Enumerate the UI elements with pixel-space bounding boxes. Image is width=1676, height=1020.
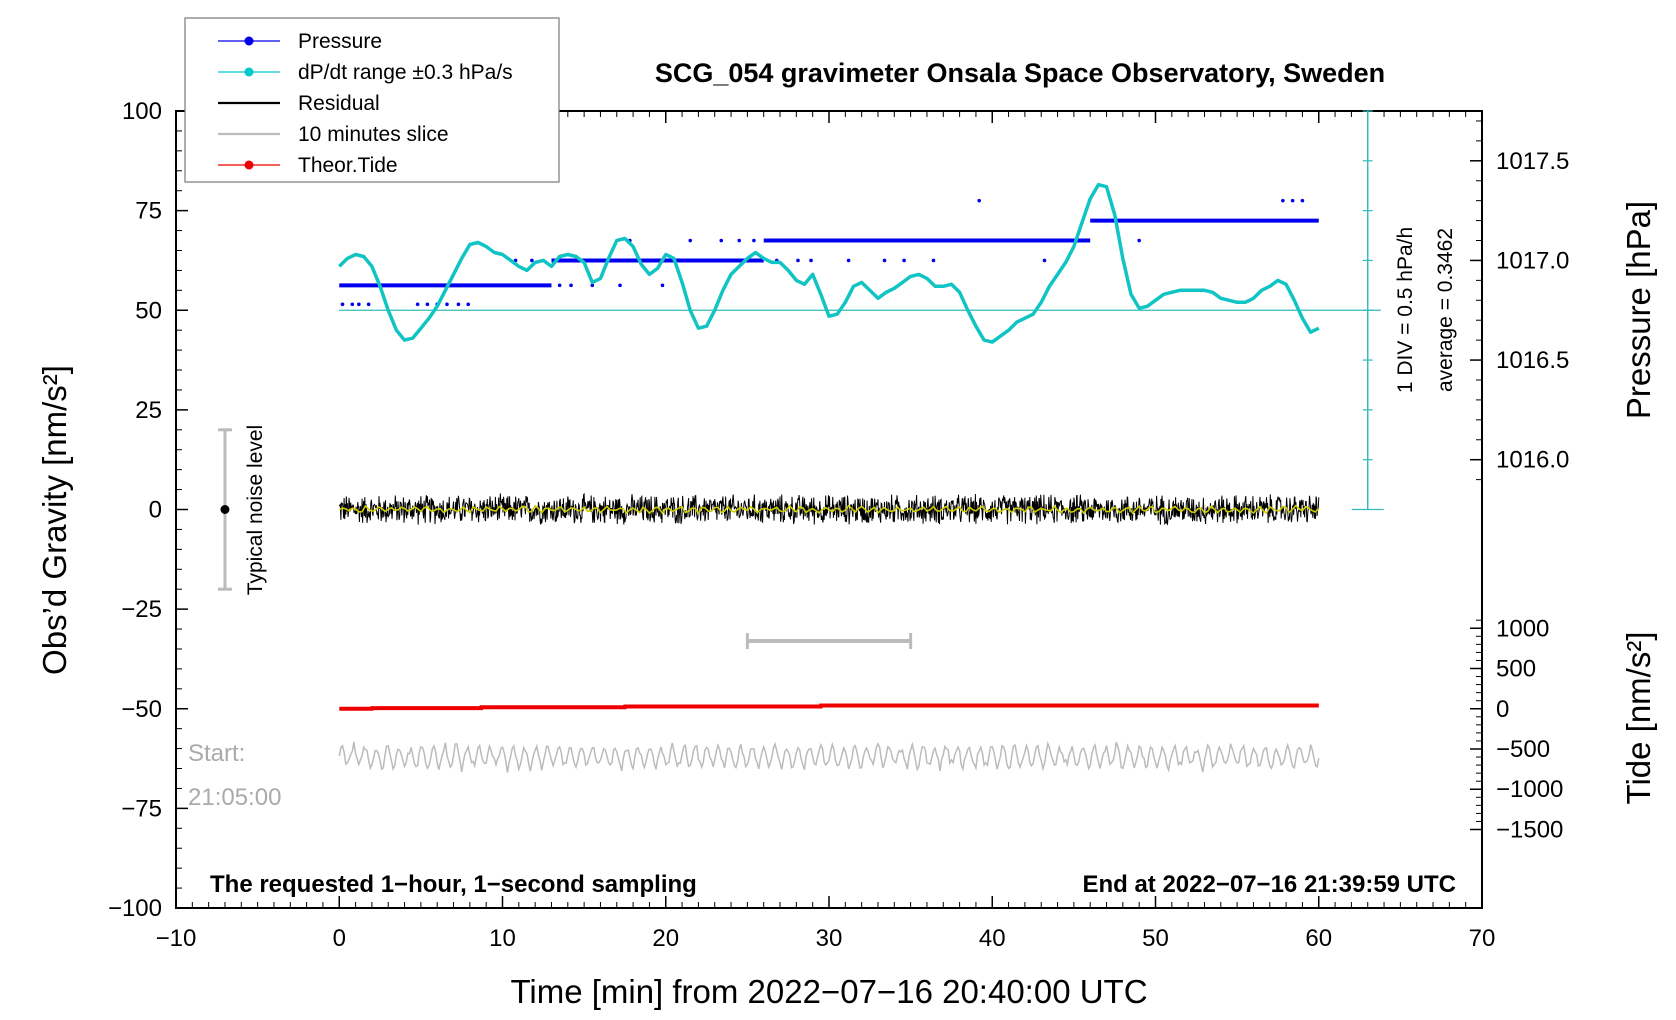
tide-tick-label: −1000 bbox=[1496, 776, 1563, 803]
x-tick-label: 30 bbox=[816, 925, 843, 952]
pressure-point bbox=[1290, 198, 1295, 203]
tide-tick-label: −500 bbox=[1496, 736, 1550, 763]
y-tick-label: 100 bbox=[122, 98, 162, 125]
start-time-label: 21:05:00 bbox=[188, 784, 281, 811]
y-tick-label: −100 bbox=[108, 895, 162, 922]
legend-label: dP/dt range ±0.3 hPa/s bbox=[298, 61, 513, 84]
noise-level-label: Typical noise level bbox=[244, 425, 267, 595]
pressure-point bbox=[977, 198, 981, 203]
x-tick-label: 0 bbox=[333, 925, 346, 952]
pressure-point bbox=[660, 283, 665, 288]
pressure-point bbox=[618, 283, 622, 288]
tide-line bbox=[339, 703, 1319, 711]
pressure-point bbox=[350, 302, 355, 307]
pressure-point bbox=[466, 302, 471, 307]
pressure-point bbox=[445, 302, 449, 307]
y-axis-title-left: Obs’d Gravity [nm/s²] bbox=[36, 365, 73, 675]
y-tick-label: −25 bbox=[121, 596, 162, 623]
annotation-layer bbox=[217, 110, 1384, 650]
y-tick-label: 50 bbox=[135, 297, 162, 324]
footer-right-note: End at 2022−07−16 21:39:59 UTC bbox=[1082, 871, 1456, 898]
y-tick-label: 0 bbox=[149, 497, 162, 524]
noise-bar-center-dot bbox=[220, 505, 230, 514]
pressure-point bbox=[1137, 238, 1141, 243]
dpdt-line bbox=[338, 182, 1320, 344]
x-tick-label: −10 bbox=[156, 925, 197, 952]
series-layer bbox=[338, 182, 1381, 773]
legend-label: Theor.Tide bbox=[298, 154, 398, 177]
legend-swatch-dot bbox=[244, 36, 254, 46]
pressure-point bbox=[1042, 258, 1047, 263]
pressure-point bbox=[590, 283, 595, 288]
pressure-point bbox=[882, 258, 887, 263]
pressure-tick-label: 1017.0 bbox=[1496, 247, 1569, 274]
scale-div-label: 1 DIV = 0.5 hPa/h bbox=[1394, 227, 1417, 393]
y-tick-label: −75 bbox=[121, 795, 162, 822]
legend-swatch-dot bbox=[244, 67, 254, 77]
legend-box bbox=[184, 17, 560, 183]
pressure-point bbox=[931, 258, 936, 263]
x-tick-label: 70 bbox=[1469, 925, 1496, 952]
x-tick-label: 10 bbox=[489, 925, 516, 952]
pressure-point bbox=[737, 238, 742, 243]
start-label: Start: bbox=[188, 740, 245, 767]
pressure-point bbox=[569, 283, 573, 288]
pressure-point bbox=[1063, 238, 1068, 243]
x-tick-label: 50 bbox=[1142, 925, 1169, 952]
pressure-point bbox=[366, 302, 371, 307]
x-tick-label: 60 bbox=[1305, 925, 1332, 952]
y-axis-title-tide: Tide [nm/s²] bbox=[1620, 632, 1657, 805]
pressure-point bbox=[902, 258, 906, 263]
pressure-point bbox=[688, 238, 693, 243]
pressure-point bbox=[557, 283, 562, 288]
pressure-tick-label: 1016.5 bbox=[1496, 347, 1569, 374]
pressure-point bbox=[1081, 238, 1086, 243]
y-tick-label: 25 bbox=[135, 397, 162, 424]
pressure-tick-label: 1017.5 bbox=[1496, 148, 1569, 175]
pressure-point bbox=[425, 302, 430, 307]
pressure-point bbox=[1281, 198, 1285, 203]
footer-left-note: The requested 1−hour, 1−second sampling bbox=[210, 871, 697, 898]
x-axis-title: Time [min] from 2022−07−16 20:40:00 UTC bbox=[510, 973, 1147, 1010]
legend-label: Pressure bbox=[298, 30, 382, 53]
pressure-point bbox=[340, 302, 345, 307]
pressure-point bbox=[357, 302, 361, 307]
y-tick-label: −50 bbox=[121, 696, 162, 723]
x-tick-label: 20 bbox=[652, 925, 679, 952]
legend-label: Residual bbox=[298, 92, 380, 115]
x-tick-label: 40 bbox=[979, 925, 1006, 952]
tide-tick-label: 0 bbox=[1496, 696, 1509, 723]
y-tick-label: 75 bbox=[135, 198, 162, 225]
pressure-point bbox=[809, 258, 813, 263]
legend: Pressure dP/dt range ±0.3 hPa/s Residual 10… bbox=[184, 17, 560, 183]
scale-average-label: average = 0.3462 bbox=[1434, 228, 1457, 392]
axis-ticks: −10 0 10 20 30 40 50 60 701007550250−25−50−75−10… bbox=[108, 98, 1569, 952]
pressure-point bbox=[456, 302, 461, 307]
y-axis-title-pressure: Pressure [hPa] bbox=[1620, 201, 1657, 419]
pressure-point bbox=[1300, 198, 1305, 203]
pressure-point bbox=[719, 238, 724, 243]
chart-title: SCG_054 gravimeter Onsala Space Observat… bbox=[655, 58, 1385, 88]
tide-tick-label: 500 bbox=[1496, 656, 1536, 683]
pressure-point bbox=[752, 238, 756, 243]
pressure-point bbox=[796, 258, 800, 263]
tide-tick-label: 1000 bbox=[1496, 615, 1549, 642]
pressure-point bbox=[846, 258, 851, 263]
legend-swatch-dot bbox=[244, 160, 254, 170]
residual-smoothed-line bbox=[338, 504, 1320, 515]
legend-label: 10 minutes slice bbox=[298, 123, 449, 146]
tide-tick-label: −1500 bbox=[1496, 816, 1563, 843]
pressure-tick-label: 1016.0 bbox=[1496, 447, 1569, 474]
pressure-point bbox=[530, 258, 534, 263]
residual-line bbox=[338, 492, 1320, 526]
slice-line bbox=[338, 740, 1320, 773]
pressure-point bbox=[415, 302, 420, 307]
